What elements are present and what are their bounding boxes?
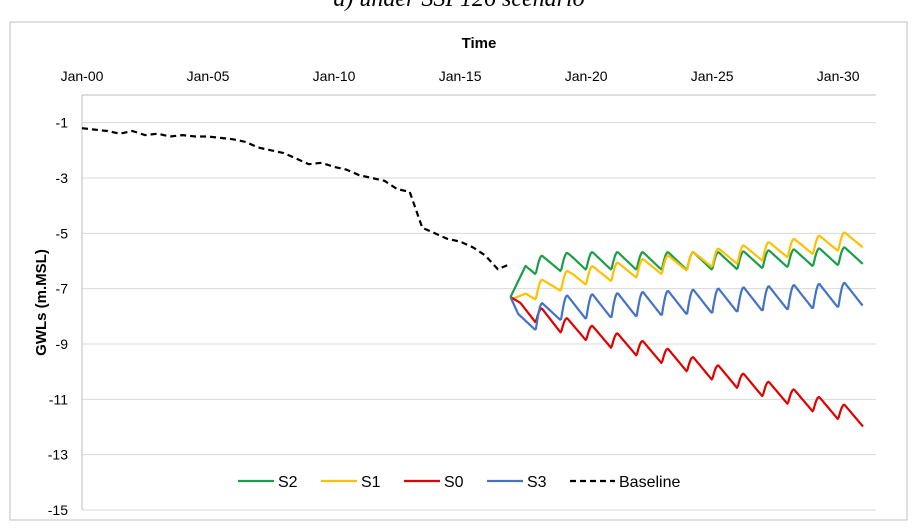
legend-label-s1: S1 <box>361 474 381 491</box>
x-tick-label: Jan-20 <box>565 68 608 84</box>
legend-label-baseline: Baseline <box>619 474 680 491</box>
series-line-s1 <box>510 231 864 301</box>
chart-border <box>9 21 908 521</box>
legend-label-s0: S0 <box>444 474 464 491</box>
legend-label-s2: S2 <box>278 474 298 491</box>
series-line-s2 <box>509 246 864 298</box>
x-tick-label: Jan-25 <box>691 68 734 84</box>
y-tick-label: -9 <box>56 336 69 352</box>
legend-label-s3: S3 <box>527 474 547 491</box>
series-line-baseline <box>81 127 511 271</box>
y-tick-label: -11 <box>49 391 68 407</box>
x-tick-label: Jan-30 <box>817 68 860 84</box>
series-line-s0 <box>509 296 864 428</box>
series-line-s3 <box>509 281 864 331</box>
x-tick-label: Jan-05 <box>187 68 230 84</box>
x-axis-title: Time <box>462 35 497 52</box>
x-tick-label: Jan-00 <box>61 68 104 84</box>
chart-title: a) under SSP126 scenario <box>0 0 918 13</box>
y-tick-label: -15 <box>48 502 68 518</box>
y-axis-title: GWLs (m.MSL) <box>33 249 50 356</box>
y-tick-label: -13 <box>48 447 68 463</box>
y-tick-label: -7 <box>56 281 69 297</box>
y-tick-label: -1 <box>56 115 69 131</box>
x-tick-label: Jan-15 <box>439 68 482 84</box>
y-tick-label: -5 <box>56 225 69 241</box>
x-tick-label: Jan-10 <box>313 68 356 84</box>
y-tick-label: -3 <box>56 170 69 186</box>
